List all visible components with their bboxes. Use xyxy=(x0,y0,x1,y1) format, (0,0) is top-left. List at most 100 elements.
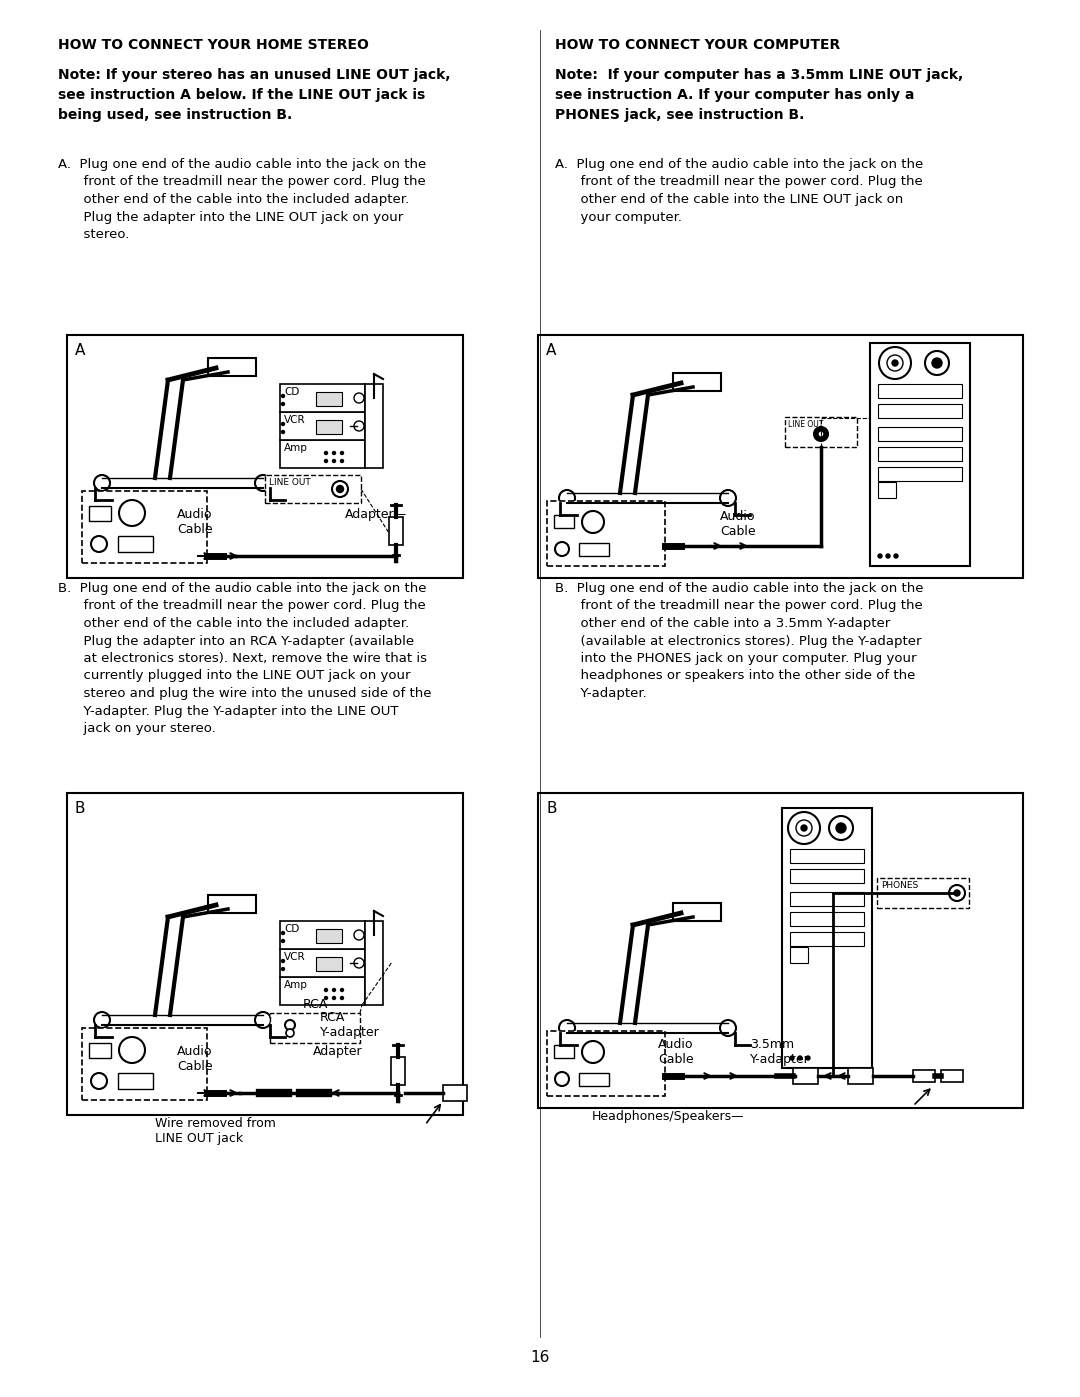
Text: VCR: VCR xyxy=(284,951,306,963)
Bar xyxy=(208,895,256,914)
Bar xyxy=(789,947,808,963)
Text: LINE OUT: LINE OUT xyxy=(788,420,823,429)
Circle shape xyxy=(354,958,364,968)
Circle shape xyxy=(119,1037,145,1063)
Bar xyxy=(316,929,342,943)
Circle shape xyxy=(801,826,807,831)
Bar xyxy=(878,384,962,398)
Text: Y-adapter. Plug the Y-adapter into the LINE OUT: Y-adapter. Plug the Y-adapter into the L… xyxy=(58,704,399,718)
Text: A: A xyxy=(546,344,556,358)
Bar xyxy=(793,1067,818,1084)
Bar xyxy=(316,420,342,434)
Circle shape xyxy=(806,1056,810,1060)
Text: HOW TO CONNECT YOUR COMPUTER: HOW TO CONNECT YOUR COMPUTER xyxy=(555,38,840,52)
Circle shape xyxy=(789,1056,794,1060)
Circle shape xyxy=(582,1041,604,1063)
Bar xyxy=(538,793,1023,1108)
Bar xyxy=(365,921,383,1004)
Bar xyxy=(118,536,153,552)
Bar xyxy=(391,1058,405,1085)
Text: Adapter: Adapter xyxy=(313,1045,363,1058)
Circle shape xyxy=(878,555,882,557)
Text: see instruction A below. If the LINE OUT jack is: see instruction A below. If the LINE OUT… xyxy=(58,88,426,102)
Text: LINE OUT: LINE OUT xyxy=(269,478,311,488)
Bar xyxy=(785,416,858,447)
Circle shape xyxy=(282,940,284,943)
Bar xyxy=(316,957,342,971)
Bar xyxy=(789,869,864,883)
Bar xyxy=(280,384,365,412)
Circle shape xyxy=(324,460,327,462)
Bar xyxy=(280,412,365,440)
Bar xyxy=(89,1044,111,1058)
Circle shape xyxy=(555,1071,569,1085)
Text: PHONES: PHONES xyxy=(881,882,918,890)
Text: headphones or speakers into the other side of the: headphones or speakers into the other si… xyxy=(555,669,916,683)
Circle shape xyxy=(354,420,364,432)
Text: Adapter—: Adapter— xyxy=(345,509,407,521)
Circle shape xyxy=(354,930,364,940)
Text: Amp: Amp xyxy=(284,443,308,453)
Bar xyxy=(789,932,864,946)
Circle shape xyxy=(333,989,336,992)
Circle shape xyxy=(836,823,846,833)
Text: stereo.: stereo. xyxy=(58,228,130,242)
Bar xyxy=(941,1070,963,1083)
Text: Note:  If your computer has a 3.5mm LINE OUT jack,: Note: If your computer has a 3.5mm LINE … xyxy=(555,68,963,82)
Bar xyxy=(877,877,969,908)
Text: jack on your stereo.: jack on your stereo. xyxy=(58,722,216,735)
Text: Headphones/Speakers—: Headphones/Speakers— xyxy=(592,1111,744,1123)
Circle shape xyxy=(879,346,912,379)
Text: Audio
Cable: Audio Cable xyxy=(658,1038,693,1066)
Bar xyxy=(67,793,463,1115)
Circle shape xyxy=(340,451,343,454)
Text: HOW TO CONNECT YOUR HOME STEREO: HOW TO CONNECT YOUR HOME STEREO xyxy=(58,38,369,52)
Bar xyxy=(270,1013,360,1044)
Text: front of the treadmill near the power cord. Plug the: front of the treadmill near the power co… xyxy=(58,176,426,189)
Circle shape xyxy=(285,1020,295,1030)
Circle shape xyxy=(559,490,575,506)
Bar xyxy=(878,427,962,441)
Bar xyxy=(554,515,573,528)
Circle shape xyxy=(324,996,327,999)
Circle shape xyxy=(892,360,897,366)
Circle shape xyxy=(119,500,145,527)
Text: A.  Plug one end of the audio cable into the jack on the: A. Plug one end of the audio cable into … xyxy=(555,158,923,170)
Text: (available at electronics stores). Plug the Y-adapter: (available at electronics stores). Plug … xyxy=(555,634,921,647)
Circle shape xyxy=(555,542,569,556)
Text: Audio
Cable: Audio Cable xyxy=(177,509,213,536)
Bar xyxy=(870,344,970,566)
Bar xyxy=(878,404,962,418)
Bar xyxy=(579,1073,609,1085)
Circle shape xyxy=(282,960,284,963)
Circle shape xyxy=(949,886,966,901)
Circle shape xyxy=(94,475,110,490)
Circle shape xyxy=(894,555,897,557)
Text: VCR: VCR xyxy=(284,415,306,425)
Text: Audio
Cable: Audio Cable xyxy=(720,510,756,538)
Bar xyxy=(316,393,342,407)
Circle shape xyxy=(91,1073,107,1090)
Text: Wire removed from: Wire removed from xyxy=(156,1118,275,1130)
Text: B: B xyxy=(546,800,556,816)
Circle shape xyxy=(324,989,327,992)
Circle shape xyxy=(788,812,820,844)
Circle shape xyxy=(886,555,890,557)
Bar xyxy=(878,482,896,497)
Circle shape xyxy=(282,394,284,398)
Text: Note: If your stereo has an unused LINE OUT jack,: Note: If your stereo has an unused LINE … xyxy=(58,68,450,82)
Text: B.  Plug one end of the audio cable into the jack on the: B. Plug one end of the audio cable into … xyxy=(555,583,923,595)
Bar xyxy=(280,949,365,977)
Circle shape xyxy=(282,430,284,433)
Bar xyxy=(913,1070,935,1083)
Bar xyxy=(208,358,256,376)
Circle shape xyxy=(255,1011,271,1028)
Circle shape xyxy=(337,486,343,493)
Bar xyxy=(789,849,864,863)
Circle shape xyxy=(332,481,348,497)
Circle shape xyxy=(814,427,828,441)
Bar xyxy=(118,1073,153,1090)
Text: CD: CD xyxy=(284,923,299,935)
Bar xyxy=(265,475,361,503)
Bar xyxy=(546,1031,665,1097)
